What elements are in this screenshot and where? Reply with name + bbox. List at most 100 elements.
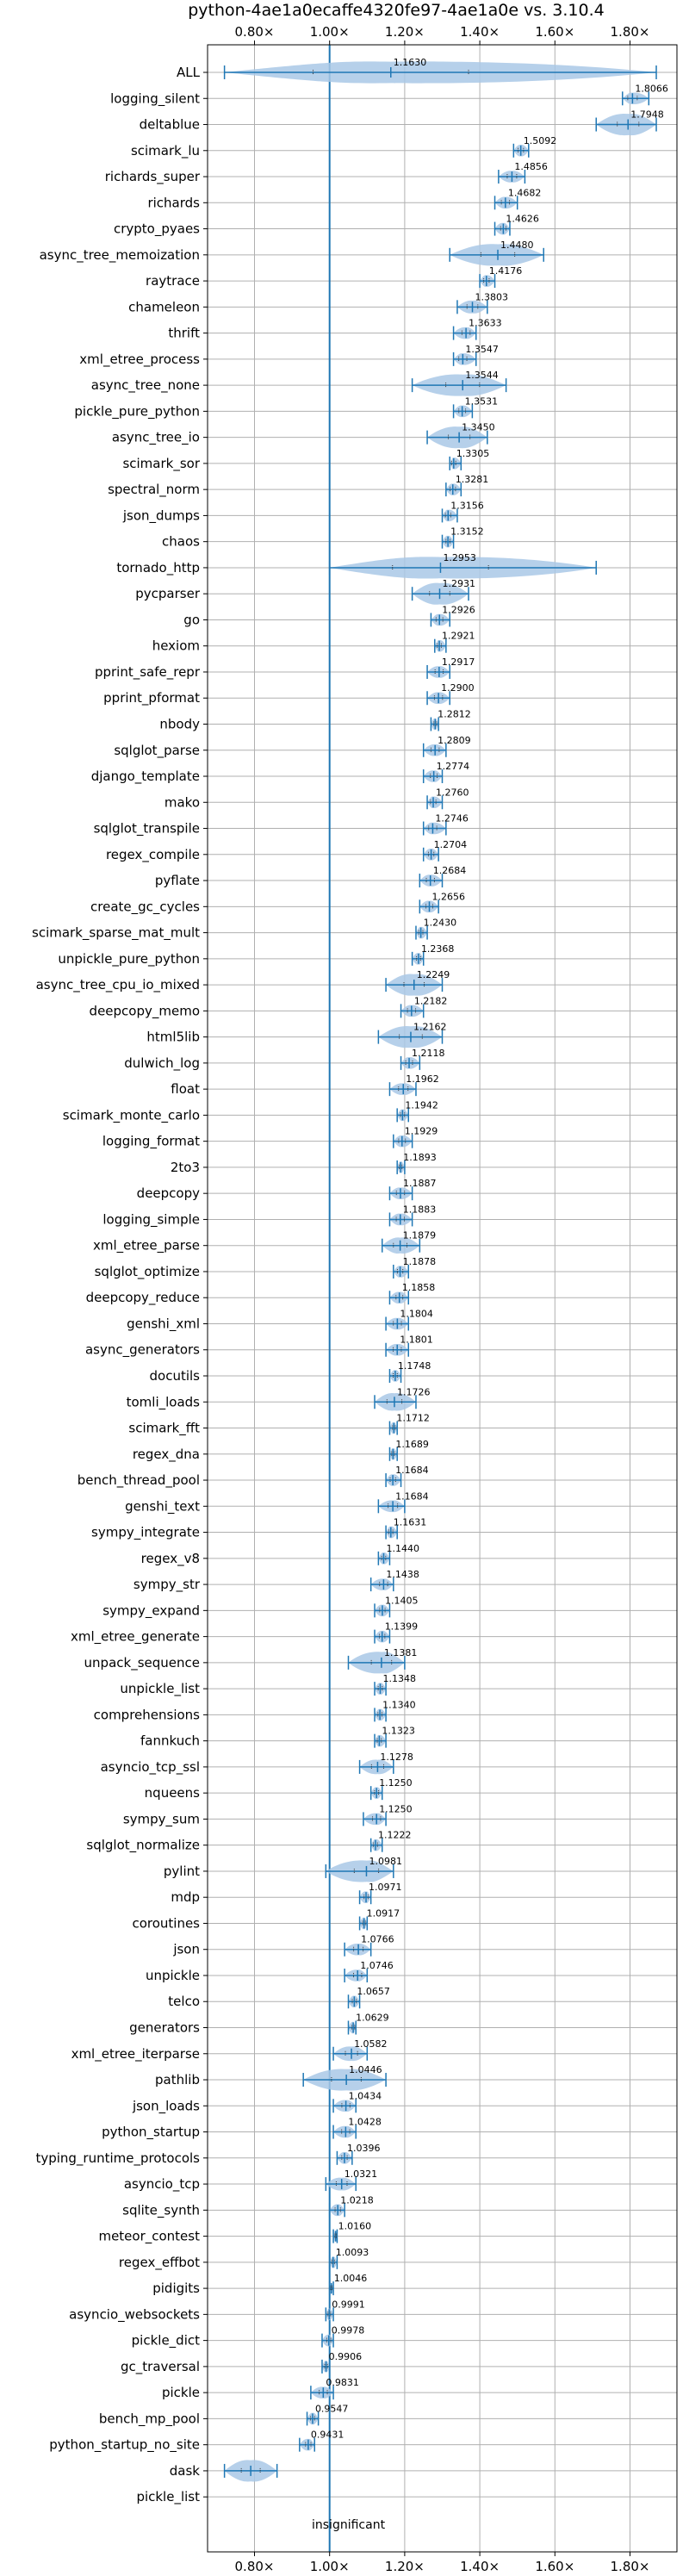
value-label: 1.2656 (432, 891, 466, 902)
value-label: 1.2917 (442, 656, 475, 668)
violin-comprehensions (374, 1708, 387, 1722)
value-label: 1.1684 (395, 1490, 429, 1502)
category-label: sympy_integrate (91, 1525, 200, 1541)
category-label: async_generators (85, 1342, 200, 1359)
violin-meteor_contest (332, 2229, 338, 2243)
violin-sqlglot_normalize (369, 1838, 383, 1852)
value-label: 1.0046 (334, 2273, 368, 2284)
violin-async_generators (385, 1342, 410, 1357)
category-label: html5lib (146, 1030, 200, 1045)
violin-docutils (388, 1369, 402, 1383)
violin-genshi_xml (385, 1316, 410, 1331)
category-label: spectral_norm (108, 482, 200, 498)
violin-pylint (325, 1860, 394, 1882)
violin-chaos (441, 534, 455, 549)
category-label: json_dumps (122, 507, 200, 524)
violin-crypto_pyaes (493, 221, 511, 236)
violin-bench_mp_pool (306, 2411, 320, 2426)
value-label: 1.0160 (338, 2221, 372, 2232)
violin-sympy_integrate (385, 1525, 398, 1540)
category-label: xml_etree_generate (71, 1629, 200, 1646)
violin-ALL (223, 61, 657, 84)
violin-django_template (422, 769, 444, 784)
value-label: 1.1893 (403, 1152, 437, 1163)
violin-logging_silent (622, 91, 650, 106)
category-label: create_gc_cycles (90, 899, 200, 915)
category-label: asyncio_websockets (69, 2306, 200, 2323)
x-tick-label-bottom: 1.20× (385, 2559, 425, 2574)
category-label: scimark_sor (122, 456, 200, 472)
violin-richards_super (498, 170, 526, 184)
category-label: pickle_list (136, 2489, 200, 2505)
category-label: async_tree_memoization (40, 247, 200, 264)
violin-regex_compile (422, 847, 439, 862)
category-label: unpickle_pure_python (58, 951, 200, 968)
category-label: xml_etree_process (79, 352, 200, 368)
category-label: regex_dna (133, 1447, 200, 1463)
category-label: hexiom (152, 638, 200, 654)
value-label: 1.2931 (442, 578, 475, 589)
value-label: 1.4480 (500, 240, 534, 251)
category-label: typing_runtime_protocols (35, 2150, 200, 2167)
category-label: sympy_str (133, 1577, 201, 1593)
violin-mako (426, 795, 444, 810)
violin-xml_etree_process (452, 352, 477, 366)
value-label: 1.2162 (413, 1022, 447, 1033)
x-tick-label-top: 1.60× (535, 24, 574, 40)
violin-chameleon (456, 300, 488, 314)
violin-generators (347, 2020, 357, 2035)
violin-pickle_pure_python (452, 404, 474, 419)
violin-scimark_sor (449, 456, 462, 470)
category-label: genshi_xml (127, 1316, 200, 1332)
violin-xml_etree_generate (374, 1629, 391, 1644)
value-label: 1.3305 (456, 448, 490, 459)
violin-unpickle_list (374, 1682, 387, 1696)
category-label: go (183, 612, 200, 627)
value-label: 1.7948 (630, 109, 664, 121)
plot-frame (207, 44, 678, 2553)
category-label: pyflate (155, 873, 200, 888)
violin-python_startup (332, 2125, 357, 2139)
value-label: 1.1726 (397, 1386, 431, 1397)
value-label: 1.1712 (396, 1413, 430, 1424)
violin-nqueens (369, 1786, 383, 1801)
value-label: 1.3281 (456, 474, 489, 485)
category-label: sympy_expand (102, 1602, 200, 1619)
violins (223, 61, 657, 2482)
value-label: 1.2684 (433, 865, 467, 876)
violin-pprint_safe_repr (426, 664, 450, 679)
value-label: 1.1222 (378, 1830, 412, 1841)
value-label: 1.2746 (435, 813, 469, 824)
value-label: 0.9906 (329, 2351, 363, 2362)
category-label: richards_super (105, 169, 201, 185)
category-label: pidigits (152, 2280, 200, 2296)
violin-sympy_str (369, 1577, 394, 1592)
value-label: 1.2809 (438, 735, 470, 746)
value-label: 1.1348 (382, 1673, 416, 1684)
violin-tornado_http (328, 557, 598, 579)
value-label: 1.3547 (465, 344, 499, 355)
violin-scimark_sparse_mat_mult (415, 925, 428, 940)
violin-unpickle_pure_python (411, 951, 425, 966)
violin-coroutines (358, 1916, 369, 1931)
violin-genshi_text (377, 1499, 406, 1514)
value-label: 1.2430 (424, 918, 457, 929)
violin-pprint_pformat (426, 691, 450, 706)
category-label: unpickle_list (120, 1681, 200, 1697)
value-label: 1.1340 (382, 1699, 416, 1710)
category-label: telco (168, 1994, 200, 2009)
category-label: logging_simple (102, 1211, 200, 1228)
chart-title: python-4ae1a0ecaffe4320fe97-4ae1a0e vs. … (188, 1, 605, 20)
violin-raytrace (479, 274, 496, 289)
category-label: scimark_fft (128, 1421, 200, 1437)
violin-json (344, 1942, 372, 1957)
violin-fannkuch (374, 1733, 387, 1748)
x-tick-label-bottom: 0.80× (235, 2559, 275, 2574)
violin-scimark_lu (512, 143, 530, 158)
value-label: 1.2368 (421, 943, 455, 955)
violin-sqlite_synth (328, 2203, 345, 2218)
value-label: 0.9991 (332, 2299, 365, 2310)
category-label: sqlglot_optimize (95, 1264, 200, 1280)
category-label: async_tree_io (112, 430, 200, 446)
category-label: python_startup (102, 2125, 200, 2141)
